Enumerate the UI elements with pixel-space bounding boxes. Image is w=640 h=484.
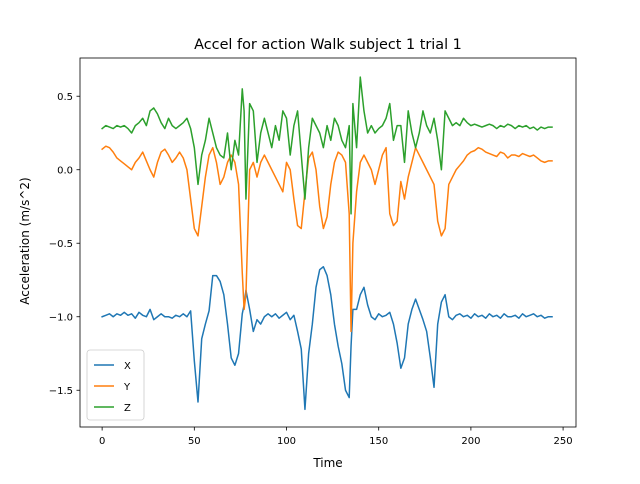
- x-axis-label: Time: [312, 456, 342, 470]
- series-line-z: [101, 76, 553, 215]
- x-tick-label: 200: [461, 436, 480, 447]
- x-tick-label: 0: [99, 436, 105, 447]
- x-tick-label: 100: [277, 436, 296, 447]
- legend: XYZ: [86, 349, 145, 421]
- series-line-x: [101, 266, 553, 411]
- series-line-y: [101, 145, 553, 333]
- y-axis-label: Acceleration (m/s^2): [18, 177, 32, 304]
- x-tick-label: 150: [369, 436, 388, 447]
- legend-box: [86, 349, 145, 421]
- y-tick-label: −1.5: [49, 386, 73, 397]
- legend-label-y: Y: [123, 382, 131, 393]
- plot-area: [101, 76, 553, 411]
- x-tick-label: 50: [188, 436, 201, 447]
- axes: 0 50 100 150 200 250 −1.5 −1.0 −0.5 0.0 0.5: [49, 57, 577, 447]
- y-tick-label: 0.0: [57, 165, 73, 176]
- axes-frame: [79, 57, 577, 428]
- legend-label-x: X: [124, 361, 131, 372]
- x-tick-label: 250: [554, 436, 573, 447]
- legend-label-z: Z: [124, 403, 131, 414]
- y-tick-label: 0.5: [57, 92, 73, 103]
- y-tick-label: −1.0: [49, 312, 73, 323]
- y-tick-label: −0.5: [49, 239, 73, 250]
- chart-title: Accel for action Walk subject 1 trial 1: [194, 37, 462, 53]
